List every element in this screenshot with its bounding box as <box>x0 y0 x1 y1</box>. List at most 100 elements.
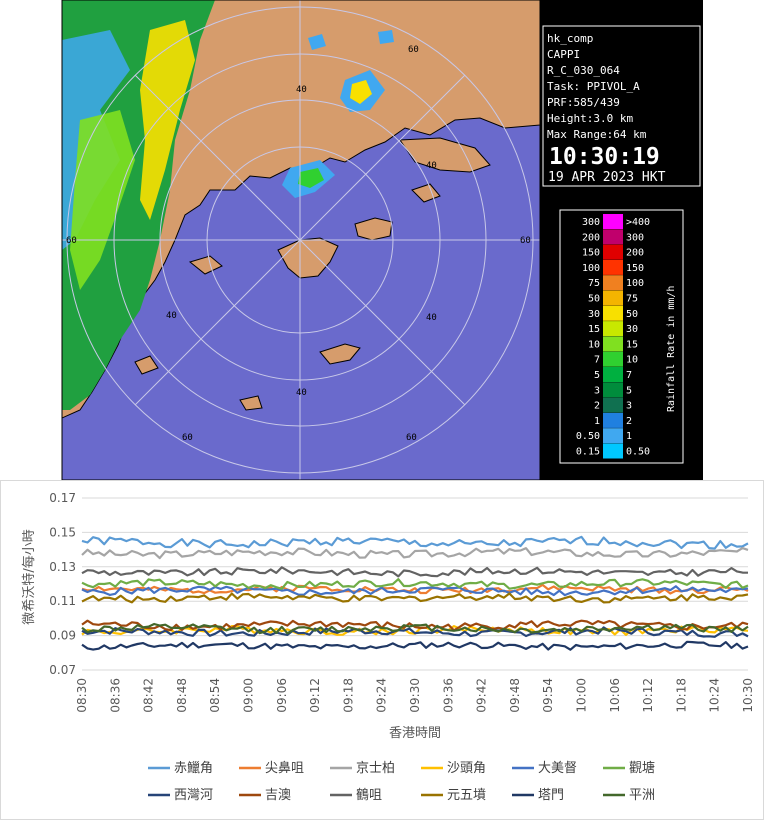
series-line <box>81 578 749 590</box>
x-tick-label: 10:12 <box>641 678 655 713</box>
info-product: hk_comp <box>547 32 593 45</box>
info-task: Task: PPIVOL_A <box>547 80 640 93</box>
ring-label: 60 <box>182 433 193 443</box>
info-range: Max Range:64 km <box>547 128 647 141</box>
legend-color-swatch <box>603 443 623 459</box>
rain-echo-north-core <box>350 80 372 104</box>
land-hk-island <box>354 217 393 241</box>
radar-map: 40 60 40 40 60 40 60 40 60 60 hk_comp CA… <box>61 0 703 480</box>
ring-labels: 40 60 40 40 60 40 60 40 60 60 <box>66 45 531 443</box>
legend-series-name: 京士柏 <box>356 761 395 776</box>
x-tick-label: 08:48 <box>175 678 189 713</box>
rain-echo-n2 <box>308 34 326 50</box>
legend-high-value: 3 <box>626 401 632 412</box>
legend-color-swatch <box>603 244 623 260</box>
legend-high-value: 150 <box>626 263 644 274</box>
x-tick-label: 10:00 <box>575 678 589 713</box>
info-type: CAPPI <box>547 48 580 61</box>
ring-label: 60 <box>520 236 531 246</box>
y-tick-label: 0.17 <box>49 491 76 505</box>
x-tick-label: 09:42 <box>475 678 489 713</box>
land-island-south <box>319 343 361 365</box>
legend-low-value: 75 <box>588 278 600 289</box>
legend-high-value: 0.50 <box>626 447 650 458</box>
y-tick-label: 0.13 <box>49 560 76 574</box>
y-tick-labels: 0.07 0.09 0.11 0.13 0.15 0.17 <box>49 491 76 677</box>
legend-series-name: 鶴咀 <box>356 787 382 803</box>
info-scan: R_C_030_064 <box>547 64 620 77</box>
legend-color-swatch <box>603 397 623 413</box>
x-tick-label: 08:42 <box>142 678 156 713</box>
series-line <box>81 640 749 651</box>
legend-high-value: 1 <box>626 431 632 442</box>
legend-low-value: 3 <box>594 385 600 396</box>
legend-box <box>559 209 684 464</box>
legend-color-swatch <box>603 382 623 398</box>
x-tick-label: 09:48 <box>508 678 522 713</box>
ring-label: 60 <box>66 236 77 246</box>
land-island-sw <box>134 355 159 375</box>
series-line <box>81 566 749 578</box>
land-east-peninsula <box>399 137 491 173</box>
legend-color-swatch <box>603 259 623 275</box>
info-date: 19 APR 2023 HKT <box>548 170 666 185</box>
legend-color-swatch <box>603 305 623 321</box>
range-rings <box>62 0 540 480</box>
info-time: 10:30:19 <box>549 144 660 170</box>
x-tick-label: 09:00 <box>242 678 256 713</box>
legend-high-value: 100 <box>626 278 644 289</box>
legend-low-value: 300 <box>582 217 600 228</box>
x-tick-label: 08:36 <box>108 678 122 713</box>
x-tick-label: 09:30 <box>408 678 422 713</box>
legend-series-name: 大美督 <box>538 761 577 776</box>
series-line <box>81 626 749 638</box>
y-tick-label: 0.15 <box>49 525 76 539</box>
ring-label: 60 <box>406 433 417 443</box>
x-axis-label: 香港時間 <box>389 726 441 741</box>
ring-label: 40 <box>296 85 307 95</box>
info-box <box>542 25 701 187</box>
series-line <box>81 622 749 635</box>
legend-color-swatch <box>603 229 623 245</box>
x-tick-label: 10:18 <box>674 678 688 713</box>
info-text: hk_comp CAPPI R_C_030_064 Task: PPIVOL_A… <box>547 32 666 185</box>
ring-label: 40 <box>426 313 437 323</box>
radar-image-panel: 40 60 40 40 60 40 60 40 60 60 hk_comp CA… <box>61 0 703 480</box>
info-height: Height:3.0 km <box>547 112 633 125</box>
legend-color-swatch <box>603 412 623 428</box>
legend-color-swatch <box>603 290 623 306</box>
legend-series-name: 元五墳 <box>447 788 486 803</box>
x-tick-label: 10:30 <box>741 678 755 713</box>
legend-high-value: 75 <box>626 294 638 305</box>
legend-low-value: 30 <box>588 309 600 320</box>
legend-high-value: 2 <box>626 416 632 427</box>
chart-border <box>0 480 764 820</box>
x-tick-label: 08:30 <box>75 678 89 713</box>
land-island-s2 <box>239 395 263 411</box>
land-island-west <box>188 255 223 275</box>
legend-low-value: 50 <box>588 294 600 305</box>
x-tick-label: 09:24 <box>375 678 389 713</box>
legend-high-value: 15 <box>626 339 638 350</box>
legend-low-value: 7 <box>594 355 600 366</box>
series-line <box>81 592 749 604</box>
legend-color-swatch <box>603 214 623 229</box>
x-tick-label: 09:12 <box>308 678 322 713</box>
series-line <box>81 619 749 632</box>
info-prf: PRF:585/439 <box>547 96 620 109</box>
y-tick-label: 0.11 <box>49 594 76 608</box>
legend-low-value: 200 <box>582 232 600 243</box>
legend-low-value: 1 <box>594 416 600 427</box>
legend-series-name: 沙頭角 <box>447 761 486 776</box>
legend-high-value: >400 <box>626 217 650 228</box>
x-tick-label: 10:06 <box>608 678 622 713</box>
y-tick-label: 0.07 <box>49 663 76 677</box>
series-line <box>81 535 749 550</box>
y-axis-label: 微希沃特/每小時 <box>21 529 37 624</box>
legend-title: Rainfall Rate in mm/h <box>666 286 677 412</box>
rain-echo-centre-core <box>298 168 324 188</box>
y-tick-label: 0.09 <box>49 629 76 643</box>
series-line <box>81 585 749 597</box>
legend-color-swatch <box>603 367 623 382</box>
